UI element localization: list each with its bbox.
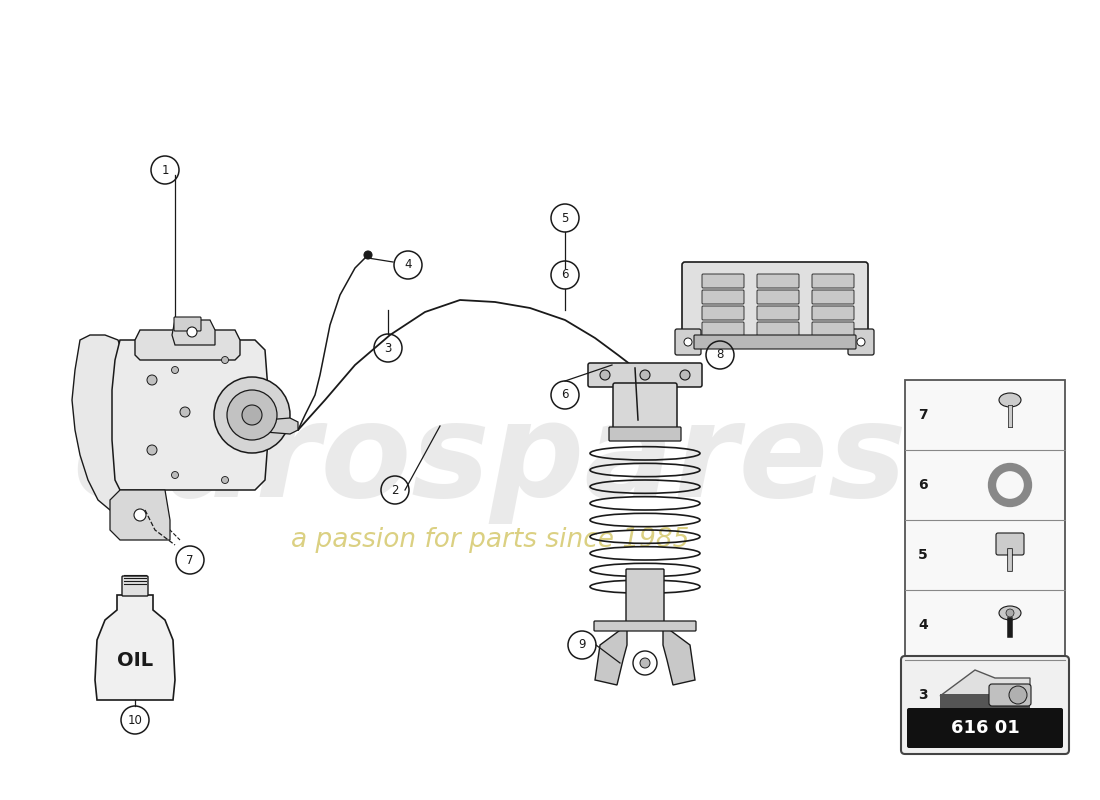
Text: 4: 4 bbox=[405, 258, 411, 271]
FancyBboxPatch shape bbox=[122, 576, 149, 596]
Text: 5: 5 bbox=[918, 548, 928, 562]
Circle shape bbox=[640, 370, 650, 380]
FancyBboxPatch shape bbox=[702, 306, 744, 320]
Polygon shape bbox=[595, 625, 627, 685]
Polygon shape bbox=[110, 490, 170, 540]
Circle shape bbox=[147, 445, 157, 455]
Circle shape bbox=[180, 407, 190, 417]
Polygon shape bbox=[265, 418, 298, 434]
FancyBboxPatch shape bbox=[675, 329, 701, 355]
FancyBboxPatch shape bbox=[812, 306, 854, 320]
Circle shape bbox=[600, 370, 610, 380]
FancyBboxPatch shape bbox=[757, 274, 799, 288]
FancyBboxPatch shape bbox=[757, 290, 799, 304]
Circle shape bbox=[680, 370, 690, 380]
FancyBboxPatch shape bbox=[812, 290, 854, 304]
Circle shape bbox=[999, 474, 1021, 496]
Text: 3: 3 bbox=[384, 342, 392, 354]
Ellipse shape bbox=[999, 606, 1021, 620]
Text: 6: 6 bbox=[918, 478, 927, 492]
Circle shape bbox=[242, 405, 262, 425]
Circle shape bbox=[1006, 609, 1014, 617]
Text: 1: 1 bbox=[162, 163, 168, 177]
Text: 5: 5 bbox=[561, 211, 569, 225]
Ellipse shape bbox=[999, 393, 1021, 407]
Circle shape bbox=[172, 471, 178, 478]
Polygon shape bbox=[172, 320, 214, 345]
FancyBboxPatch shape bbox=[940, 694, 1030, 708]
Text: 616 01: 616 01 bbox=[950, 719, 1020, 737]
FancyBboxPatch shape bbox=[694, 335, 856, 349]
FancyBboxPatch shape bbox=[812, 274, 854, 288]
Text: 7: 7 bbox=[186, 554, 194, 566]
Circle shape bbox=[172, 366, 178, 374]
FancyBboxPatch shape bbox=[174, 317, 201, 331]
Circle shape bbox=[640, 658, 650, 668]
Polygon shape bbox=[72, 335, 125, 510]
Text: eurospares: eurospares bbox=[73, 397, 907, 523]
Polygon shape bbox=[112, 340, 268, 490]
FancyBboxPatch shape bbox=[908, 708, 1063, 748]
FancyBboxPatch shape bbox=[588, 363, 702, 387]
Circle shape bbox=[857, 338, 865, 346]
FancyBboxPatch shape bbox=[613, 383, 676, 432]
FancyBboxPatch shape bbox=[901, 656, 1069, 754]
Polygon shape bbox=[135, 330, 240, 360]
Circle shape bbox=[684, 338, 692, 346]
Circle shape bbox=[187, 327, 197, 337]
FancyBboxPatch shape bbox=[702, 290, 744, 304]
Polygon shape bbox=[940, 670, 1030, 696]
FancyBboxPatch shape bbox=[682, 262, 868, 348]
Circle shape bbox=[632, 651, 657, 675]
Text: 4: 4 bbox=[918, 618, 928, 632]
FancyBboxPatch shape bbox=[905, 380, 1065, 730]
Circle shape bbox=[147, 375, 157, 385]
Text: 6: 6 bbox=[561, 389, 569, 402]
Text: 6: 6 bbox=[561, 269, 569, 282]
Polygon shape bbox=[95, 595, 175, 700]
FancyBboxPatch shape bbox=[757, 306, 799, 320]
Circle shape bbox=[1009, 686, 1027, 704]
FancyBboxPatch shape bbox=[594, 621, 696, 631]
FancyBboxPatch shape bbox=[702, 274, 744, 288]
Text: 10: 10 bbox=[128, 714, 142, 726]
FancyBboxPatch shape bbox=[626, 569, 664, 626]
FancyBboxPatch shape bbox=[812, 322, 854, 336]
FancyBboxPatch shape bbox=[848, 329, 874, 355]
Circle shape bbox=[364, 251, 372, 259]
Text: 7: 7 bbox=[918, 408, 927, 422]
Text: a passion for parts since 1985: a passion for parts since 1985 bbox=[290, 527, 690, 553]
Circle shape bbox=[221, 357, 229, 363]
Text: 2: 2 bbox=[392, 483, 398, 497]
Circle shape bbox=[227, 390, 277, 440]
Circle shape bbox=[214, 377, 290, 453]
FancyBboxPatch shape bbox=[757, 322, 799, 336]
FancyBboxPatch shape bbox=[702, 322, 744, 336]
Polygon shape bbox=[663, 625, 695, 685]
Text: OIL: OIL bbox=[117, 650, 153, 670]
Text: 3: 3 bbox=[918, 688, 927, 702]
FancyBboxPatch shape bbox=[996, 533, 1024, 555]
Text: 8: 8 bbox=[716, 349, 724, 362]
FancyBboxPatch shape bbox=[989, 684, 1031, 706]
Text: 9: 9 bbox=[579, 638, 585, 651]
Circle shape bbox=[221, 477, 229, 483]
FancyBboxPatch shape bbox=[609, 427, 681, 441]
Circle shape bbox=[134, 509, 146, 521]
